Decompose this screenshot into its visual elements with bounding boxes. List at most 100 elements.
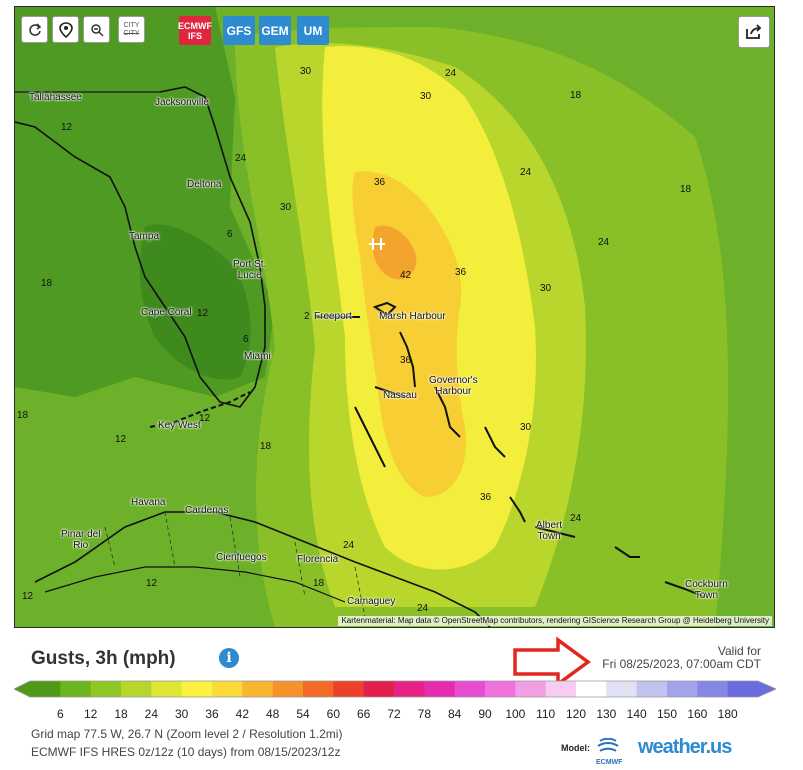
city-miami: Miami	[244, 351, 271, 362]
contour-label: 12	[197, 308, 209, 319]
contour-label: 36	[455, 267, 467, 278]
map-pin-icon	[58, 21, 73, 38]
contour-label: 12	[115, 434, 127, 445]
refresh-button[interactable]	[21, 16, 48, 43]
contour-label: 36	[400, 355, 412, 366]
city-toggle-button[interactable]: CITY CITY	[118, 16, 145, 43]
annotation-arrow-icon	[513, 636, 591, 688]
city-camaguey: Camaguey	[347, 596, 396, 607]
scale-tick-label: 78	[417, 707, 432, 721]
model-gfs-button[interactable]: GFS	[223, 16, 255, 45]
scale-swatch	[667, 681, 698, 697]
ecmwf-logo-text: ECMWF	[596, 759, 623, 766]
contour-label: 18	[17, 410, 29, 421]
zoom-out-button[interactable]	[83, 16, 110, 43]
city-tallahassee: Tallahassee	[29, 92, 82, 103]
scale-tick-label: 90	[478, 707, 492, 721]
contour-label: 12	[61, 122, 73, 133]
model-info: ECMWF IFS HRES 0z/12z (10 days) from 08/…	[31, 745, 341, 759]
scale-swatch	[394, 681, 425, 697]
scale-tick-label: 30	[174, 707, 189, 721]
scale-swatch	[545, 681, 577, 697]
weather-us-logo[interactable]: weather.us	[638, 736, 732, 758]
scale-tick-label: 60	[326, 707, 341, 721]
contour-label: 24	[598, 237, 610, 248]
scale-tick-label: 42	[235, 707, 250, 721]
city-toggle-line1: CITY	[123, 21, 140, 29]
scale-swatch	[181, 681, 213, 697]
model-um-button[interactable]: UM	[297, 16, 329, 45]
scale-tick-label: 18	[114, 707, 128, 721]
city-key-west: Key West	[158, 420, 201, 431]
refresh-icon	[28, 22, 41, 36]
contour-label: 30	[300, 66, 312, 77]
gust-field	[15, 7, 774, 627]
scale-swatch	[333, 681, 365, 697]
city-governors-harbour-line2: Harbour	[435, 386, 472, 397]
city-cockburn-town: Cockburn Town	[685, 579, 728, 601]
scale-outline	[14, 680, 776, 698]
city-havana: Havana	[131, 497, 166, 508]
model-gem-button[interactable]: GEM	[259, 16, 291, 45]
contour-label: 30	[280, 202, 292, 213]
scale-tick-label: 140	[626, 707, 647, 721]
contour-label: 36	[480, 492, 492, 503]
scale-swatch	[60, 681, 92, 697]
city-cockburn-town-line2: Town	[694, 590, 719, 601]
city-albert-town: Albert Town	[536, 520, 562, 542]
model-label: Model:	[561, 743, 590, 753]
contour-label: 18	[260, 441, 272, 452]
city-cienfuegos: Cienfuegos	[216, 552, 267, 563]
share-button[interactable]	[738, 16, 770, 48]
scale-tick-label: 24	[144, 707, 159, 721]
location-button[interactable]	[52, 16, 79, 43]
map-attribution: Kartenmaterial: Map data © OpenStreetMap…	[338, 616, 772, 626]
contour-label: 24	[417, 603, 429, 614]
zoom-out-icon	[90, 23, 104, 37]
scale-tick-label: 84	[447, 707, 462, 721]
scale-swatch	[272, 681, 304, 697]
city-albert-town-line1: Albert	[536, 520, 563, 531]
contour-label: 6	[243, 334, 249, 345]
scale-tick-label: 150	[656, 707, 678, 721]
contour-label: 12	[146, 578, 158, 589]
scale-swatch	[151, 681, 183, 697]
scale-tick-label: 72	[387, 707, 401, 721]
scale-swatch	[606, 681, 638, 697]
model-ecmwf-ifs-button[interactable]: ECMWF IFS	[178, 16, 212, 45]
info-icon[interactable]: i	[219, 648, 239, 668]
city-jacksonville: Jacksonville	[155, 97, 209, 108]
contour-label: 24	[445, 68, 457, 79]
contour-label: 12	[22, 591, 34, 602]
scale-swatch	[303, 681, 334, 697]
contour-label: 30	[540, 283, 552, 294]
city-nassau: Nassau	[383, 390, 417, 401]
grid-info: Grid map 77.5 W, 26.7 N (Zoom level 2 / …	[31, 727, 343, 741]
scale-swatch	[485, 681, 516, 697]
scale-tick-label: 66	[356, 707, 371, 721]
city-cockburn-town-line1: Cockburn	[685, 579, 728, 590]
city-freeport: Freeport	[314, 311, 352, 322]
scale-tick-label: 36	[205, 707, 219, 721]
weather-map[interactable]: CITY CITY ECMWF IFS GFS GEM UM Tallahass…	[14, 6, 775, 628]
valid-label: Valid for	[717, 644, 761, 658]
scale-tick-label: 48	[265, 707, 280, 721]
city-port-st-lucie: Port St. Lucie	[233, 259, 266, 281]
scale-tick-label: 110	[536, 707, 556, 721]
city-pinar-del-rio-line2: Rio	[73, 540, 89, 551]
city-albert-town-line2: Town	[537, 531, 561, 542]
scale-swatch	[424, 681, 456, 697]
share-icon	[746, 24, 762, 39]
scale-tick-label: 130	[596, 707, 617, 721]
city-governors-harbour-line1: Governor's	[429, 375, 478, 386]
contour-label: 18	[570, 90, 582, 101]
scale-tick-label: 6	[56, 707, 64, 721]
scale-tick-label: 100	[505, 707, 526, 721]
city-marsh-harbour: Marsh Harbour	[379, 311, 446, 322]
scale-swatch	[576, 681, 607, 697]
scale-swatch	[363, 681, 395, 697]
city-port-st-lucie-line2: Lucie	[237, 270, 262, 281]
contour-label: 24	[570, 513, 582, 524]
valid-time: Fri 08/25/2023, 07:00am CDT	[602, 657, 761, 671]
city-tampa: Tampa	[129, 231, 160, 242]
